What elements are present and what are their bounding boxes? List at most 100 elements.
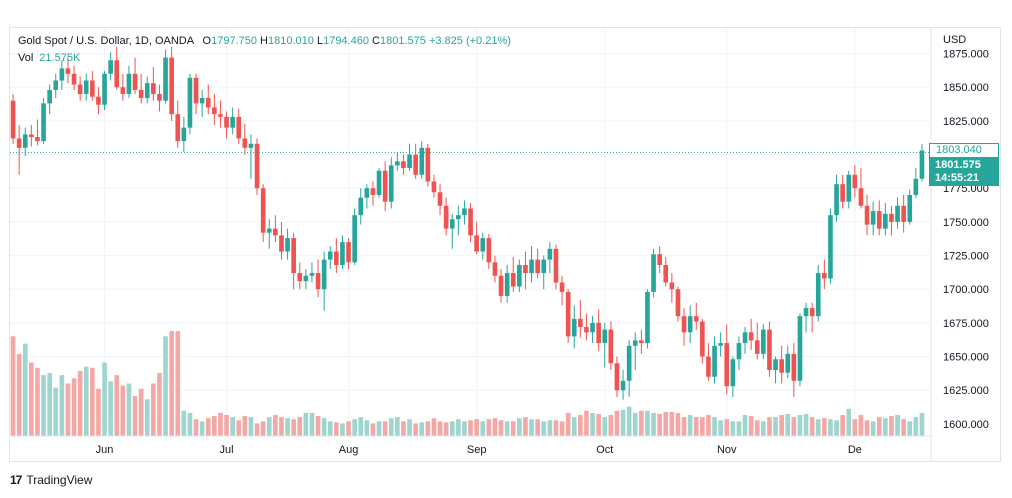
candle-body [468, 208, 473, 236]
low-value: 1794.460 [323, 35, 369, 47]
volume-bar [700, 417, 705, 436]
candle-body [858, 188, 864, 206]
volume-bar [285, 418, 290, 436]
close-label: C [372, 35, 380, 47]
candle-body [474, 235, 479, 252]
candle-body [169, 57, 174, 115]
candle-body [77, 84, 83, 94]
volume-bar [608, 415, 614, 436]
volume-bar [71, 378, 77, 436]
candle-body [376, 170, 382, 195]
volume-bar [828, 419, 833, 436]
candle-body [90, 80, 95, 97]
candle-body [584, 326, 589, 333]
candle-body [102, 73, 107, 105]
volume-bar [687, 415, 693, 436]
volume-bar [273, 415, 278, 436]
candle-body [590, 322, 595, 333]
time-tick-label: De [848, 444, 862, 456]
open-value: 1797.750 [211, 35, 257, 47]
candle-body [260, 188, 266, 233]
volume-bar [388, 418, 394, 436]
volume-bar [340, 423, 345, 436]
volume-bar [224, 415, 229, 436]
candle-body [401, 161, 406, 169]
candle-body [523, 264, 528, 274]
price-tick-label: 1600.000 [943, 419, 989, 431]
volume-bar [108, 381, 113, 436]
candle-body [321, 259, 327, 290]
price-tick-label: 1825.000 [943, 116, 989, 128]
volume-bar [59, 375, 65, 436]
candle-body [382, 170, 388, 202]
time-tick-label: Nov [717, 444, 737, 456]
volume-bar [90, 367, 95, 436]
volume-bar [193, 419, 199, 436]
volume-bar [83, 366, 89, 436]
candle-body [852, 174, 858, 189]
candle-body [370, 188, 376, 195]
volume-bar [876, 417, 882, 436]
volume-bar [706, 415, 711, 436]
volume-bar [535, 419, 540, 436]
candle-body [327, 251, 333, 260]
volume-bar [523, 417, 528, 436]
volume-bar [846, 408, 852, 436]
volume-bar [65, 383, 71, 436]
volume-bar [419, 422, 425, 436]
candle-body [83, 80, 89, 94]
candle-body [773, 359, 778, 371]
price-tick-label: 1725.000 [943, 251, 989, 263]
candle-body [279, 235, 284, 252]
candle-body [16, 138, 22, 148]
volume-bar [169, 331, 174, 436]
change-value: +3.825 (+0.21%) [428, 35, 511, 47]
candle-body [144, 83, 150, 99]
volume-bar [620, 409, 626, 436]
candle-body [517, 264, 522, 287]
volume-bar [358, 417, 364, 436]
price-tick-label: 1750.000 [943, 217, 989, 229]
candle-body [834, 184, 839, 216]
tradingview-footer[interactable]: 17 TradingView [10, 473, 92, 487]
candle-body [614, 363, 620, 391]
candle-body [870, 211, 876, 225]
volume-bar [10, 336, 16, 436]
candle-body [114, 60, 120, 88]
volume-bar [895, 415, 900, 436]
volume-bar [803, 413, 809, 436]
candle-body [297, 273, 303, 282]
candle-body [212, 107, 217, 115]
volume-bar [352, 419, 357, 436]
candle-body [388, 165, 394, 202]
candle-body [480, 238, 486, 252]
volume-bar [449, 421, 455, 436]
volume-bar [547, 420, 553, 436]
volume-bar [437, 421, 443, 436]
volume-bar [96, 388, 101, 436]
price-tick-label: 1850.000 [943, 82, 989, 94]
volume-bar [279, 417, 284, 436]
volume-bar [47, 373, 52, 436]
volume-bar [413, 423, 418, 436]
volume-bar [822, 418, 827, 436]
price-axis: 1875.0001850.0001825.0001800.0001775.000… [930, 28, 989, 462]
volume-bar [785, 413, 791, 436]
candle-body [437, 192, 443, 206]
volume-bar [883, 418, 888, 436]
volume-bar [840, 415, 845, 436]
candle-body [571, 318, 577, 337]
volume-bar [22, 343, 28, 436]
volume-bar [425, 421, 431, 436]
candle-body [809, 308, 815, 317]
volume-bar [907, 421, 913, 436]
volume-bar [431, 418, 437, 436]
candle-body [242, 138, 248, 148]
volume-bar [334, 422, 339, 436]
legend-ohlc: Gold Spot / U.S. Dollar, 1D, OANDA O1797… [18, 35, 511, 47]
volume-bar [498, 420, 504, 436]
candle-body [700, 321, 705, 357]
candle-body [553, 248, 559, 283]
candle-body [822, 273, 827, 279]
